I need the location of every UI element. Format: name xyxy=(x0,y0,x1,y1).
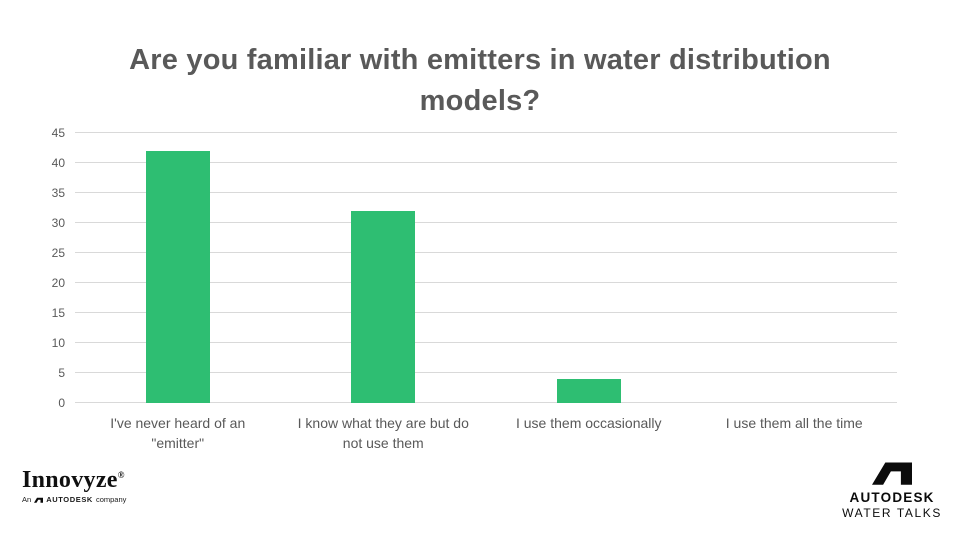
autodesk-wordmark: AUTODESK xyxy=(849,489,935,505)
chart-title: Are you familiar with emitters in water … xyxy=(129,44,831,117)
gridline xyxy=(75,342,897,343)
gridline xyxy=(75,192,897,193)
x-axis-category-label: I use them occasionally xyxy=(515,415,662,431)
y-axis-tick-label: 25 xyxy=(51,246,65,260)
x-axis-category-label: I know what they are but do not use them xyxy=(297,415,469,451)
y-axis-tick-label: 15 xyxy=(51,306,65,320)
bar-category-1 xyxy=(145,151,210,403)
x-axis-category-label: I use them all the time xyxy=(725,415,863,431)
bar-slot xyxy=(281,133,487,403)
gridline xyxy=(75,132,897,133)
gridline xyxy=(75,282,897,283)
gridline xyxy=(75,222,897,223)
gridline xyxy=(75,252,897,253)
y-axis-tick-label: 0 xyxy=(58,396,65,410)
plot-area xyxy=(75,133,897,403)
gridline xyxy=(75,312,897,313)
autodesk-logo-icon xyxy=(872,462,913,485)
innovyze-tagline: An AUTODESK company xyxy=(22,495,127,504)
y-axis-tick-label: 40 xyxy=(51,156,65,170)
y-axis-tick-label: 20 xyxy=(51,276,65,290)
x-axis-labels: I've never heard of an "emitter" I know w… xyxy=(75,414,897,453)
gridline xyxy=(75,162,897,163)
innovyze-wordmark: Innovyze® xyxy=(22,467,125,493)
gridline xyxy=(75,372,897,373)
y-axis-tick-label: 35 xyxy=(51,186,65,200)
autodesk-water-talks-logo: AUTODESK WATER TALKS xyxy=(842,460,942,521)
gridline xyxy=(75,402,897,403)
x-axis-category-label: I've never heard of an "emitter" xyxy=(110,415,246,451)
bar-chart: 0 5 10 15 20 25 30 35 40 45 I've never heard of a… xyxy=(52,126,897,451)
autodesk-mark-icon xyxy=(34,497,44,503)
y-axis-tick-label: 30 xyxy=(51,216,65,230)
bar-category-3 xyxy=(556,379,621,403)
y-axis-tick-label: 5 xyxy=(58,366,65,380)
y-axis-tick-label: 45 xyxy=(51,126,65,140)
bar-category-2 xyxy=(351,211,416,403)
innovyze-logo: Innovyze® An AUTODESK company xyxy=(22,468,126,504)
water-talks-label: WATER TALKS xyxy=(842,506,942,520)
registered-trademark-symbol: ® xyxy=(117,470,125,480)
y-axis-tick-label: 10 xyxy=(51,336,65,350)
bar-slot xyxy=(486,133,692,403)
bar-slot xyxy=(75,133,281,403)
bar-slot xyxy=(692,133,898,403)
